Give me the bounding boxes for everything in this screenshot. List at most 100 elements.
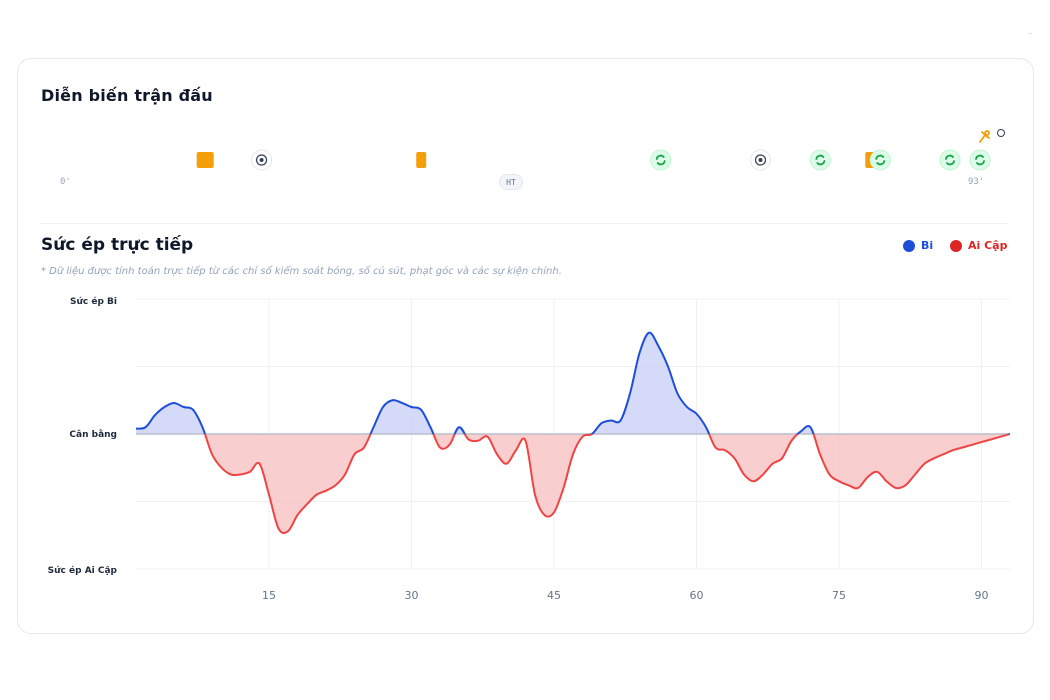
data-point	[914, 474, 915, 475]
legend-home: Bi	[903, 239, 933, 252]
legend-away-dot	[950, 239, 962, 252]
data-point	[800, 431, 801, 432]
data-point	[401, 402, 402, 403]
data-point	[724, 450, 725, 451]
data-point	[525, 440, 526, 441]
data-point	[297, 514, 298, 515]
data-point	[705, 427, 706, 428]
timeline-event-substitution[interactable]	[650, 149, 672, 171]
y-label-away: Sức ép Ai Cập	[47, 566, 117, 576]
data-point	[734, 458, 735, 459]
data-point	[990, 439, 991, 440]
data-point	[259, 463, 260, 464]
data-point	[316, 494, 317, 495]
data-point	[582, 436, 583, 437]
x-tick-label: 15	[262, 589, 276, 602]
data-point	[544, 514, 545, 515]
data-point	[278, 528, 279, 529]
legend-home-label: Bi	[921, 239, 934, 252]
yellow-card-icon	[416, 152, 427, 168]
data-point	[487, 436, 488, 437]
legend-home-dot	[903, 239, 915, 252]
data-point	[838, 481, 839, 482]
data-point	[848, 485, 849, 486]
data-point	[411, 406, 412, 407]
data-point	[981, 442, 982, 443]
substitution-icon-bg	[650, 149, 672, 171]
data-point	[249, 471, 250, 472]
data-point	[591, 433, 592, 434]
y-label-home: Sức ép Bi	[70, 297, 117, 307]
x-tick-label: 60	[690, 589, 704, 602]
data-point	[886, 481, 887, 482]
data-point	[876, 471, 877, 472]
data-point	[762, 474, 763, 475]
data-point	[895, 487, 896, 488]
data-point	[829, 474, 830, 475]
data-point	[819, 454, 820, 455]
data-point	[221, 467, 222, 468]
data-point	[335, 485, 336, 486]
data-point	[952, 450, 953, 451]
substitution-icon	[875, 154, 886, 166]
data-point	[306, 504, 307, 505]
timeline-event-goal[interactable]	[251, 149, 273, 171]
substitution-icon-bg	[869, 149, 891, 171]
soccer-ball-patch	[758, 158, 763, 162]
data-point	[363, 447, 364, 448]
legend-away: Ai Cập	[950, 239, 1007, 252]
data-point	[667, 366, 668, 367]
data-point	[781, 458, 782, 459]
data-point	[563, 487, 564, 488]
data-point	[772, 463, 773, 464]
data-point	[183, 406, 184, 407]
data-point	[477, 440, 478, 441]
substitution-icon	[975, 154, 985, 166]
match-card	[17, 58, 1034, 634]
substitution-icon-bg	[939, 149, 961, 171]
half-time-badge: HT	[499, 174, 523, 190]
data-point	[287, 531, 288, 532]
data-point	[173, 402, 174, 403]
data-point	[629, 393, 630, 394]
data-point	[211, 454, 212, 455]
data-point	[857, 487, 858, 488]
data-point	[449, 444, 450, 445]
away-pressure-area	[136, 434, 1010, 533]
away-pressure-line	[203, 434, 1010, 534]
data-point	[971, 444, 972, 445]
substitution-icon	[815, 154, 826, 166]
timeline-event-goal[interactable]	[749, 149, 771, 171]
timeline-event-yellow-card[interactable]	[196, 152, 214, 168]
data-point	[553, 512, 554, 513]
data-point	[648, 332, 649, 333]
timeline-event-substitution[interactable]	[939, 149, 961, 171]
data-point	[867, 477, 868, 478]
corner-mark: –	[1028, 28, 1033, 39]
timeline-event-yellow-card[interactable]	[416, 152, 427, 168]
data-point	[791, 440, 792, 441]
y-label-balance: Cân bằng	[69, 430, 117, 440]
player-kick-icon	[979, 129, 1005, 143]
data-point	[534, 494, 535, 495]
data-point	[164, 406, 165, 407]
substitution-icon-bg	[969, 149, 991, 171]
data-point	[810, 427, 811, 428]
data-point	[715, 447, 716, 448]
data-point	[924, 463, 925, 464]
section-divider	[41, 223, 1009, 224]
timeline-event-substitution[interactable]	[809, 149, 831, 171]
data-point	[933, 458, 934, 459]
data-point	[696, 413, 697, 414]
data-point	[962, 447, 963, 448]
timeline-event-substitution[interactable]	[969, 149, 991, 171]
data-point	[154, 415, 155, 416]
data-point	[354, 454, 355, 455]
timeline-event-substitution[interactable]	[869, 149, 891, 171]
data-point	[192, 409, 193, 410]
x-tick-label: 90	[975, 589, 989, 602]
substitution-icon	[945, 154, 955, 166]
data-point	[268, 494, 269, 495]
data-point	[135, 428, 136, 429]
